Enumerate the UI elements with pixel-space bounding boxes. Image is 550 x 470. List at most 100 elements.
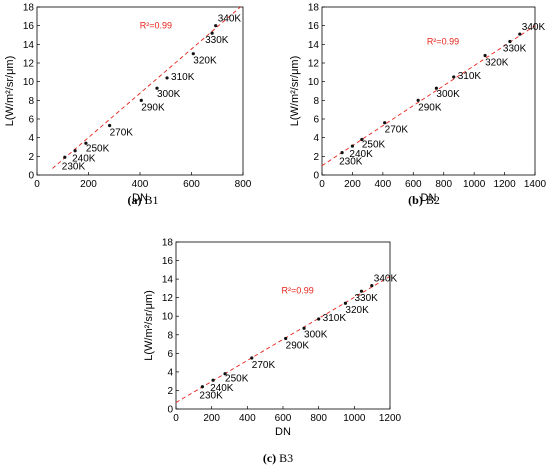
y-tick-label: 2 bbox=[313, 152, 319, 163]
data-point bbox=[84, 141, 88, 145]
data-point bbox=[359, 289, 364, 293]
panel-caption: (b) B2 bbox=[408, 193, 440, 207]
y-tick-label: 18 bbox=[23, 3, 35, 14]
point-label: 300K bbox=[436, 89, 460, 100]
y-tick-label: 4 bbox=[313, 133, 319, 144]
y-tick-label: 2 bbox=[167, 386, 173, 397]
x-tick-label: 800 bbox=[435, 179, 452, 190]
x-tick-label: 400 bbox=[239, 413, 256, 424]
point-label: 290K bbox=[141, 102, 165, 113]
x-tick-label: 600 bbox=[183, 179, 200, 190]
x-tick-label: 200 bbox=[203, 413, 220, 424]
point-label: 320K bbox=[345, 305, 369, 316]
data-point bbox=[200, 385, 204, 389]
x-tick-label: 0 bbox=[34, 179, 40, 190]
x-tick-label: 400 bbox=[375, 179, 392, 190]
y-tick-label: 18 bbox=[162, 238, 174, 249]
y-tick-label: 4 bbox=[28, 133, 34, 144]
x-tick-label: 1400 bbox=[524, 179, 547, 190]
panel-caption-letter: (a) bbox=[127, 193, 141, 207]
point-label: 270K bbox=[110, 128, 134, 139]
x-tick-label: 800 bbox=[310, 413, 327, 424]
chart-panel-b2: 0 2 4 6 8 10 12 14 16 18 0 200 400 600 800 1000 1200 1400… bbox=[289, 3, 547, 208]
y-tick-label: 6 bbox=[28, 115, 34, 126]
point-label: 300K bbox=[157, 89, 181, 100]
x-axis-label: DN bbox=[132, 192, 148, 204]
data-point bbox=[343, 301, 348, 305]
y-tick-label: 12 bbox=[308, 59, 320, 70]
data-point bbox=[139, 98, 143, 102]
y-tick-label: 8 bbox=[167, 330, 173, 341]
y-tick-label: 16 bbox=[308, 21, 320, 32]
data-point bbox=[434, 86, 439, 90]
point-label: 240K bbox=[72, 154, 96, 165]
panel-caption: (c) B3 bbox=[263, 451, 293, 465]
x-tick-label: 0 bbox=[319, 179, 325, 190]
point-label: 270K bbox=[252, 360, 276, 371]
panel-caption-name: B3 bbox=[276, 451, 293, 465]
data-point bbox=[452, 75, 456, 79]
point-label: 330K bbox=[205, 35, 229, 46]
data-point bbox=[211, 378, 215, 382]
point-label: 250K bbox=[86, 143, 110, 154]
y-tick-label: 12 bbox=[23, 59, 35, 70]
data-point bbox=[370, 284, 374, 288]
y-tick-label: 10 bbox=[23, 77, 35, 88]
y-tick-label: 18 bbox=[308, 3, 320, 14]
data-point bbox=[416, 98, 420, 102]
x-tick-label: 1200 bbox=[379, 413, 402, 424]
data-point bbox=[214, 24, 218, 28]
fit-line bbox=[321, 25, 536, 167]
data-point bbox=[340, 151, 344, 155]
x-tick-label: 600 bbox=[275, 413, 292, 424]
x-axis-label: DN bbox=[421, 192, 437, 204]
data-point bbox=[210, 31, 214, 35]
point-label: 230K bbox=[339, 157, 363, 168]
point-label: 230K bbox=[199, 391, 223, 402]
point-label: 330K bbox=[354, 293, 378, 304]
data-point bbox=[383, 121, 387, 125]
y-tick-label: 0 bbox=[28, 171, 34, 182]
data-point bbox=[108, 123, 112, 128]
y-tick-label: 0 bbox=[313, 171, 319, 182]
y-tick-label: 14 bbox=[308, 40, 320, 51]
point-label: 290K bbox=[286, 340, 310, 351]
y-tick-label: 4 bbox=[167, 367, 173, 378]
panel-caption-letter: (b) bbox=[408, 193, 423, 207]
point-label: 240K bbox=[349, 149, 373, 160]
point-label: 310K bbox=[458, 71, 482, 82]
y-tick-label: 10 bbox=[308, 77, 320, 88]
y-tick-label: 14 bbox=[162, 275, 174, 286]
x-tick-label: 200 bbox=[344, 179, 361, 190]
point-label: 230K bbox=[62, 161, 86, 172]
data-point bbox=[155, 86, 159, 90]
y-tick-label: 8 bbox=[28, 96, 34, 107]
y-axis-label: L(W/m²/sr/μm) bbox=[4, 56, 16, 127]
point-label: 310K bbox=[323, 313, 347, 324]
data-point bbox=[63, 155, 67, 159]
data-point bbox=[165, 76, 169, 80]
r-squared-label: R²=0.99 bbox=[427, 36, 459, 46]
x-tick-label: 1000 bbox=[343, 413, 366, 424]
x-tick-label: 800 bbox=[235, 179, 252, 190]
point-label: 240K bbox=[210, 383, 234, 394]
point-label: 340K bbox=[522, 22, 546, 33]
point-label: 320K bbox=[193, 56, 217, 67]
chart-panel-b1: 0 2 4 6 8 10 12 14 16 18 0 200 400 600 800 DN L(W/m²/sr/… bbox=[4, 3, 252, 208]
y-axis-label: L(W/m²/sr/μm) bbox=[289, 56, 301, 127]
y-axis-label: L(W/m²/sr/μm) bbox=[143, 290, 155, 361]
y-tick-label: 14 bbox=[23, 40, 35, 51]
point-label: 300K bbox=[304, 329, 328, 340]
r-squared-label: R²=0.99 bbox=[140, 20, 172, 30]
x-tick-label: 1200 bbox=[493, 179, 516, 190]
fit-line bbox=[52, 6, 241, 169]
data-point bbox=[483, 53, 487, 58]
y-tick-label: 0 bbox=[167, 405, 173, 416]
x-tick-label: 600 bbox=[405, 179, 422, 190]
point-label: 330K bbox=[503, 44, 527, 55]
point-label: 250K bbox=[362, 140, 386, 151]
data-point bbox=[302, 326, 306, 330]
point-label: 250K bbox=[225, 374, 249, 385]
data-point bbox=[284, 336, 288, 341]
